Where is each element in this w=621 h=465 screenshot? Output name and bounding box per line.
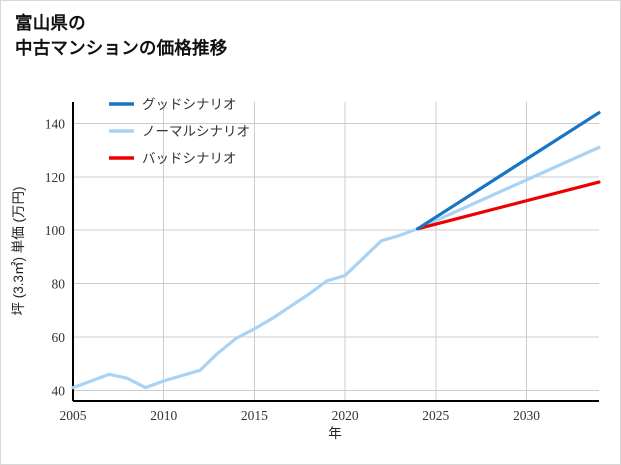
series-line xyxy=(416,180,601,231)
series-line xyxy=(71,145,601,390)
x-tick-label: 2010 xyxy=(150,408,177,423)
y-tick-label: 80 xyxy=(52,277,66,292)
x-tick-label: 2020 xyxy=(332,408,359,423)
legend-label: ノーマルシナリオ xyxy=(142,124,250,139)
page-title: 富山県の 中古マンションの価格推移 xyxy=(15,11,227,61)
y-tick-labels: 40 60 80 100 120 140 xyxy=(45,116,66,398)
x-tick-label: 2025 xyxy=(422,408,449,423)
y-axis-title: 坪 (3.3㎡) 単価 (万円) xyxy=(11,186,26,315)
legend-label: バッドシナリオ xyxy=(142,151,237,166)
series-group xyxy=(71,111,601,390)
x-tick-label: 2030 xyxy=(513,408,540,423)
y-tick-label: 120 xyxy=(45,170,66,185)
gridlines xyxy=(72,102,599,401)
x-tick-labels: 2005 2010 2015 2020 2025 2030 xyxy=(60,408,541,423)
y-tick-label: 140 xyxy=(45,116,66,131)
x-tick-label: 2015 xyxy=(241,408,268,423)
y-tick-label: 100 xyxy=(45,223,66,238)
legend-label: グッドシナリオ xyxy=(142,97,237,112)
y-tick-label: 40 xyxy=(52,383,66,398)
y-tick-label: 60 xyxy=(52,330,66,345)
series-line xyxy=(416,111,601,231)
chart-title-line-1: 富山県の xyxy=(15,13,86,33)
x-tick-label: 2005 xyxy=(60,408,87,423)
x-axis-title: 年 xyxy=(328,426,342,441)
chart-title-line-2: 中古マンションの価格推移 xyxy=(15,37,228,58)
axis-lines xyxy=(72,102,599,402)
